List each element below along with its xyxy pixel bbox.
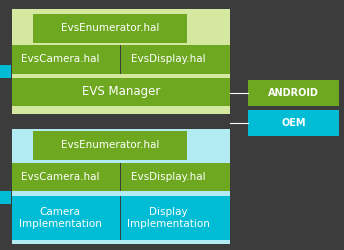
Text: OEM: OEM bbox=[281, 118, 306, 128]
FancyBboxPatch shape bbox=[0, 65, 11, 78]
FancyBboxPatch shape bbox=[0, 191, 11, 204]
FancyBboxPatch shape bbox=[248, 80, 339, 106]
Text: EVS Manager: EVS Manager bbox=[82, 86, 161, 98]
FancyBboxPatch shape bbox=[33, 14, 187, 42]
Text: EvsEnumerator.hal: EvsEnumerator.hal bbox=[61, 140, 159, 150]
Text: EvsDisplay.hal: EvsDisplay.hal bbox=[131, 54, 206, 64]
FancyBboxPatch shape bbox=[12, 196, 230, 240]
Text: EvsCamera.hal: EvsCamera.hal bbox=[21, 54, 99, 64]
FancyBboxPatch shape bbox=[12, 129, 230, 244]
Text: EvsDisplay.hal: EvsDisplay.hal bbox=[131, 172, 206, 182]
FancyBboxPatch shape bbox=[248, 110, 339, 136]
FancyBboxPatch shape bbox=[12, 45, 230, 74]
Text: Camera
Implementation: Camera Implementation bbox=[19, 208, 101, 229]
FancyBboxPatch shape bbox=[33, 131, 187, 160]
Text: Display
Implementation: Display Implementation bbox=[127, 208, 210, 229]
FancyBboxPatch shape bbox=[12, 78, 230, 106]
FancyBboxPatch shape bbox=[120, 162, 121, 191]
Text: EvsCamera.hal: EvsCamera.hal bbox=[21, 172, 99, 182]
FancyBboxPatch shape bbox=[12, 9, 230, 114]
Text: ANDROID: ANDROID bbox=[268, 88, 319, 98]
FancyBboxPatch shape bbox=[120, 45, 121, 74]
Text: EvsEnumerator.hal: EvsEnumerator.hal bbox=[61, 23, 159, 33]
FancyBboxPatch shape bbox=[12, 162, 230, 191]
FancyBboxPatch shape bbox=[120, 196, 121, 240]
